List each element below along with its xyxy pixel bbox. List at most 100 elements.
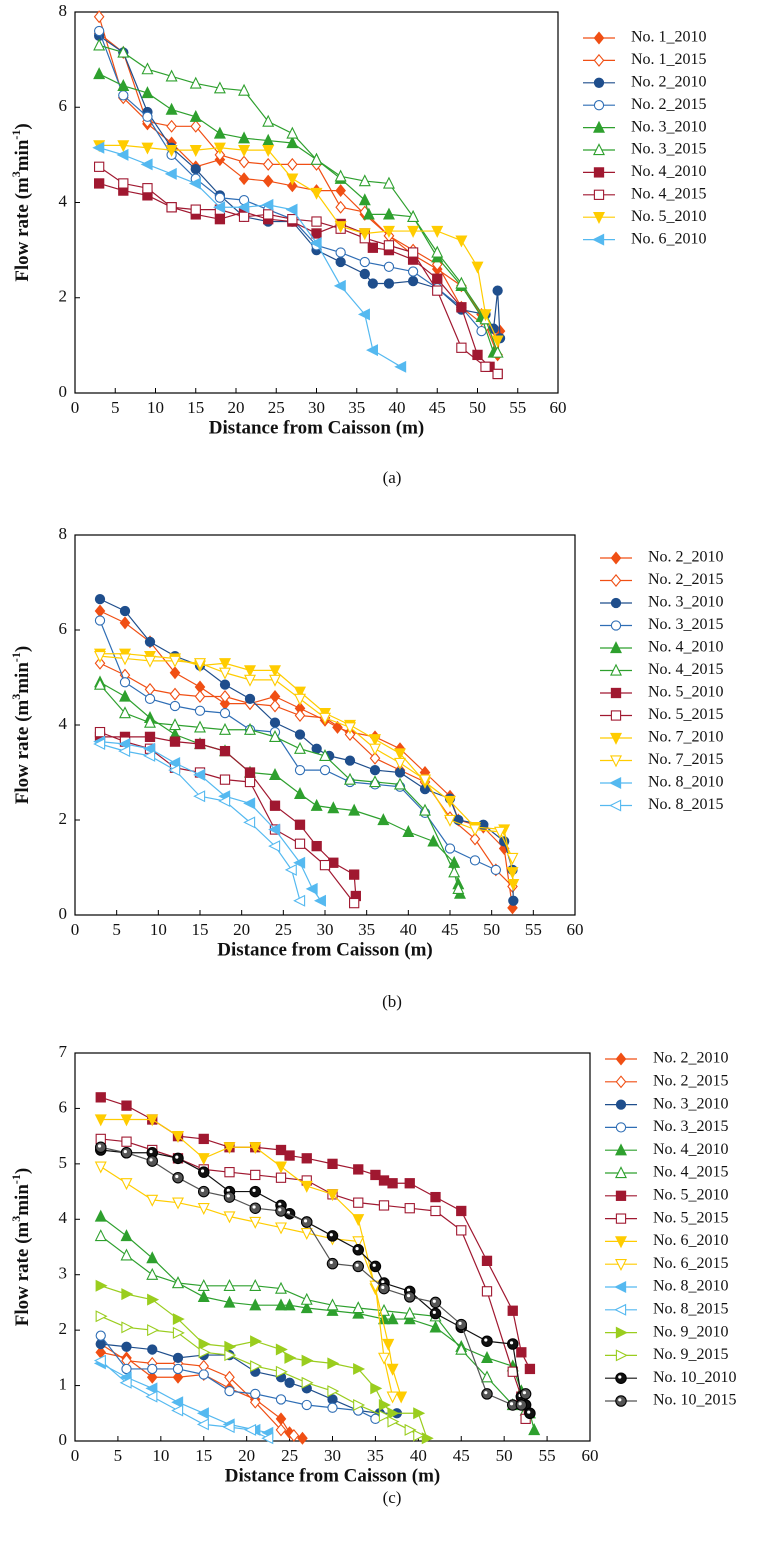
- data-point: [394, 360, 407, 373]
- marker-highlight: [329, 1233, 333, 1237]
- data-point: [94, 604, 106, 618]
- data-point: [309, 236, 322, 249]
- x-tick-label: 40: [400, 920, 417, 939]
- y-tick-label: 0: [59, 382, 68, 401]
- data-point: [455, 276, 468, 289]
- data-point: [120, 1248, 133, 1261]
- series-line: [100, 1146, 527, 1406]
- marker-highlight: [484, 1391, 488, 1395]
- data-point: [119, 605, 131, 617]
- data-point: [370, 1413, 381, 1424]
- data-point: [144, 715, 156, 728]
- data-point: [269, 674, 281, 687]
- data-point: [327, 1402, 338, 1413]
- data-point: [214, 192, 226, 203]
- legend-marker: [610, 620, 622, 631]
- data-point: [427, 834, 440, 847]
- data-point: [286, 136, 299, 149]
- x-tick-label: 30: [324, 1446, 341, 1465]
- data-point: [194, 705, 206, 716]
- data-point: [95, 1141, 107, 1153]
- legend-marker: [610, 597, 622, 609]
- marker-highlight: [484, 1338, 488, 1342]
- data-point: [334, 221, 347, 234]
- y-tick-label: 6: [59, 96, 68, 115]
- data-point: [357, 308, 370, 321]
- data-point: [456, 342, 467, 353]
- data-point: [430, 1205, 441, 1217]
- x-tick-label: 45: [442, 920, 459, 939]
- data-point: [472, 349, 483, 361]
- data-point: [223, 1142, 236, 1155]
- data-point: [249, 1395, 261, 1409]
- marker-highlight: [522, 1391, 527, 1395]
- legend-label: No. 4_2015: [648, 661, 724, 678]
- y-axis-title-part: 3: [9, 694, 23, 700]
- y-axis-title-part: Flow rate (m: [12, 1222, 33, 1327]
- data-point: [300, 1292, 313, 1305]
- data-point: [326, 1189, 339, 1202]
- y-axis-title: Flow rate (m3min-1): [9, 1168, 34, 1326]
- data-point: [275, 1412, 287, 1426]
- data-point: [169, 700, 181, 712]
- data-point: [491, 345, 504, 358]
- data-point: [198, 1338, 211, 1350]
- x-tick-label: 0: [71, 1446, 80, 1465]
- data-point: [168, 764, 181, 777]
- x-tick-label: 20: [233, 920, 250, 939]
- x-tick-label: 25: [281, 1446, 298, 1465]
- data-point: [94, 178, 105, 189]
- data-point: [219, 774, 231, 785]
- data-point: [120, 1147, 133, 1159]
- data-point: [327, 1385, 340, 1398]
- data-point: [348, 803, 361, 816]
- data-point: [275, 1281, 287, 1294]
- data-point: [213, 126, 226, 139]
- data-point: [319, 712, 331, 725]
- data-point: [444, 795, 456, 808]
- x-tick-label: 55: [525, 920, 542, 939]
- series-line: [99, 741, 322, 902]
- y-axis-title: Flow rate (m3min-1): [9, 123, 34, 281]
- data-point: [352, 1260, 364, 1273]
- data-point: [319, 764, 331, 776]
- legend-marker: [615, 1075, 627, 1089]
- series-line: [98, 44, 499, 353]
- data-point: [261, 1432, 274, 1445]
- x-tick-label: 45: [453, 1446, 470, 1465]
- data-point: [223, 1278, 236, 1291]
- marker-highlight: [518, 1402, 522, 1406]
- y-axis-title-part: min: [12, 1184, 33, 1216]
- data-point: [311, 228, 322, 239]
- data-point: [224, 1385, 235, 1397]
- x-tick-label: 15: [187, 398, 204, 417]
- data-point: [378, 1175, 390, 1186]
- legend-label: No. 6_2010: [631, 230, 707, 247]
- legend-marker: [593, 120, 605, 133]
- data-point: [249, 1185, 262, 1198]
- data-point: [250, 1335, 263, 1348]
- data-point: [119, 689, 131, 702]
- data-point: [481, 1388, 493, 1400]
- legend-marker: [614, 1281, 627, 1293]
- data-point: [244, 776, 256, 788]
- data-point: [238, 83, 251, 96]
- data-point: [94, 1229, 107, 1242]
- marker-highlight: [149, 1158, 153, 1162]
- x-tick-label: 55: [509, 398, 526, 417]
- data-point: [194, 720, 206, 733]
- legend-marker: [615, 1099, 627, 1110]
- data-point: [294, 686, 306, 699]
- data-point: [224, 1340, 237, 1353]
- data-point: [172, 1352, 184, 1364]
- data-point: [344, 728, 356, 741]
- y-tick-label: 3: [59, 1264, 68, 1283]
- x-tick-label: 60: [550, 398, 567, 417]
- data-point: [285, 203, 298, 216]
- data-point: [286, 126, 299, 139]
- data-point: [250, 1388, 261, 1400]
- data-point: [219, 679, 231, 690]
- data-point: [194, 658, 206, 671]
- data-point: [326, 1298, 339, 1311]
- y-tick-label: 2: [59, 809, 68, 828]
